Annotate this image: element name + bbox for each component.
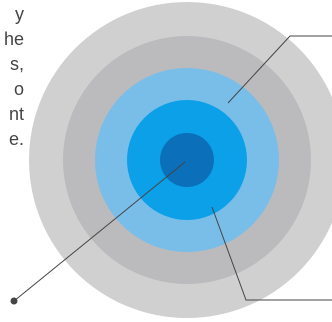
text-fragment-5: nt [8, 104, 24, 124]
core-circle [160, 133, 214, 187]
text-fragment-1: y [15, 4, 24, 24]
text-fragment-2: he [3, 29, 24, 49]
leader-line-top [227, 35, 332, 104]
truncated-paragraph: y he s, o nt e. [0, 2, 24, 152]
leader-dot [10, 297, 18, 305]
text-fragment-4: o [13, 79, 24, 99]
text-fragment-6: e. [8, 129, 24, 149]
leader-line-bottom [211, 206, 332, 301]
text-fragment-3: s, [9, 54, 24, 74]
leader-line-core [13, 161, 186, 302]
